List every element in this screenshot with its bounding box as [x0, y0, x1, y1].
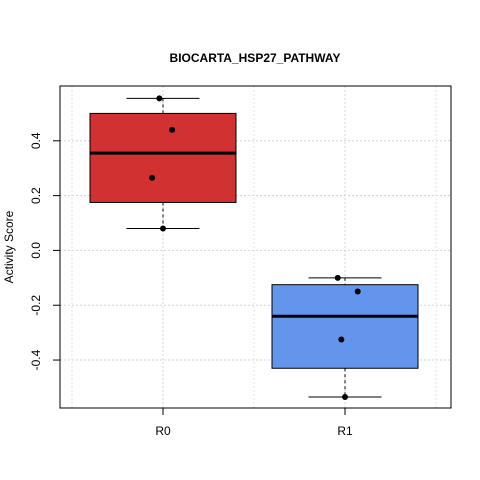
- y-tick-label-2: 0.0: [29, 242, 43, 259]
- data-point-R1-7: [342, 394, 348, 401]
- data-point-R0-3: [160, 225, 166, 232]
- y-tick-label-1: -0.2: [29, 295, 43, 316]
- box-R1: [271, 284, 419, 369]
- data-point-R0-0: [156, 95, 163, 102]
- axes: -0.4 -0.2 0.0 0.2 0.4 R0 R1: [29, 132, 353, 438]
- data-points: [149, 95, 361, 401]
- y-tick-label-3: 0.2: [29, 187, 43, 204]
- data-point-R1-5: [354, 288, 361, 295]
- box-R0: [89, 112, 237, 203]
- data-point-R0-2: [149, 174, 156, 181]
- x-tick-label-R0: R0: [155, 424, 171, 438]
- data-point-R1-4: [334, 274, 341, 281]
- boxes: [89, 97, 419, 398]
- data-point-R1-6: [338, 336, 345, 343]
- y-tick-label-4: 0.4: [29, 132, 43, 149]
- chart-title: BIOCARTA_HSP27_PATHWAY: [170, 51, 341, 65]
- x-tick-label-R1: R1: [337, 424, 353, 438]
- data-point-R0-1: [169, 126, 176, 133]
- y-tick-label-0: -0.4: [29, 349, 43, 370]
- y-axis-label: Activity Score: [2, 210, 16, 283]
